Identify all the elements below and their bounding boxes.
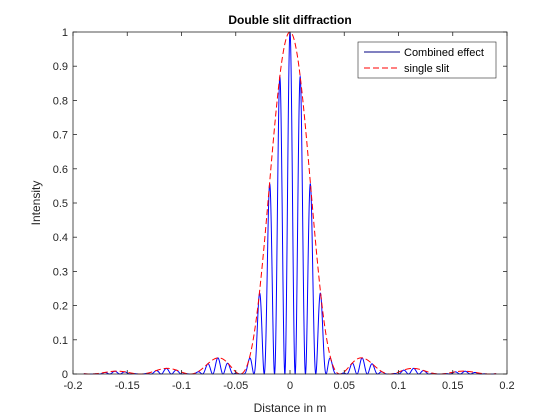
x-tick-label: 0	[287, 380, 293, 392]
x-tick-label: -0.05	[223, 380, 248, 392]
y-tick-label: 0.1	[53, 335, 68, 347]
chart-title: Double slit diffraction	[228, 13, 351, 27]
x-tick-label: 0.05	[334, 380, 355, 392]
y-tick-label: 0.2	[53, 301, 68, 313]
legend: Combined effect single slit	[357, 41, 497, 79]
legend-label-single-slit: single slit	[404, 63, 449, 75]
y-axis-label: Intensity	[29, 181, 43, 226]
x-tick-label: -0.2	[64, 380, 83, 392]
y-tick-label: 0.7	[53, 130, 68, 142]
legend-box	[357, 41, 497, 79]
y-tick-label: 0.5	[53, 198, 68, 210]
y-tick-label: 0	[62, 369, 68, 381]
y-tick-label: 0.8	[53, 95, 68, 107]
x-axis-label: Distance in m	[254, 401, 327, 415]
x-tick-label: 0.2	[499, 380, 514, 392]
y-tick-label: 0.9	[53, 61, 68, 73]
plot-area	[73, 32, 507, 374]
ticks-layer: -0.2 -0.15 -0.1 -0.05 0 0.05 0.1 0.15 0.2 0 0.1 0.2…	[53, 27, 515, 392]
x-tick-label: -0.1	[172, 380, 191, 392]
y-tick-label: 0.4	[53, 232, 68, 244]
y-tick-label: 0.6	[53, 164, 68, 176]
x-tick-label: 0.15	[442, 380, 463, 392]
y-tick-label: 1	[62, 27, 68, 39]
y-tick-label: 0.3	[53, 266, 68, 278]
x-tick-label: -0.15	[115, 380, 140, 392]
legend-label-combined-effect: Combined effect	[404, 47, 484, 59]
x-tick-label: 0.1	[391, 380, 406, 392]
